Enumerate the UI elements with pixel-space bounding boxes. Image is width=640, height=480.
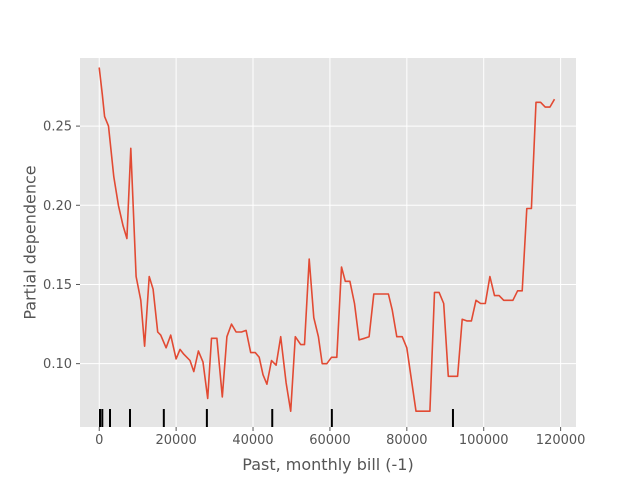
x-tick-label: 120000 <box>536 433 586 448</box>
series-line <box>98 67 556 413</box>
grid <box>80 58 576 427</box>
y-tick-label: 0.25 <box>43 120 72 135</box>
x-tick-label: 0 <box>95 433 103 448</box>
y-tick-label: 0.10 <box>43 357 72 372</box>
x-tick-label: 60000 <box>309 433 350 448</box>
decile-markers <box>98 409 454 427</box>
y-axis-ticks: 0.10 0.15 0.20 0.25 <box>43 120 80 372</box>
y-tick-label: 0.20 <box>43 199 72 214</box>
x-axis-ticks: 0 20000 40000 60000 80000 100000 120000 <box>95 427 585 448</box>
x-tick-label: 40000 <box>232 433 273 448</box>
plot-area <box>80 58 576 427</box>
y-axis-label: Partial dependence <box>21 165 40 319</box>
series-layer <box>98 67 556 413</box>
y-tick-label: 0.15 <box>43 278 72 293</box>
x-tick-label: 100000 <box>459 433 509 448</box>
x-axis-label: Past, monthly bill (-1) <box>242 455 413 474</box>
x-tick-label: 20000 <box>155 433 196 448</box>
x-tick-label: 80000 <box>386 433 427 448</box>
